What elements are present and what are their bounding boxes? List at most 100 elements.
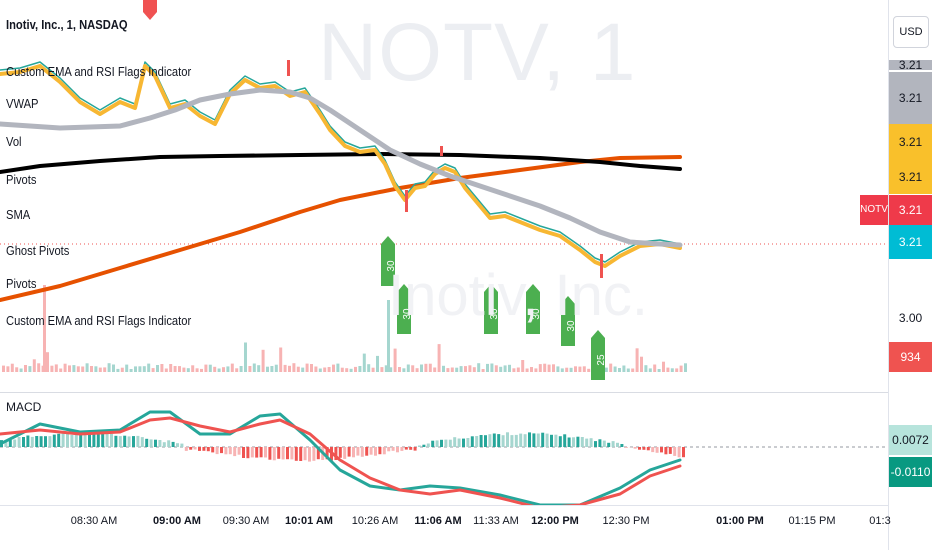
volume-bar — [416, 368, 419, 372]
volume-bar — [429, 364, 432, 372]
legend-pivots-2[interactable]: Pivots — [6, 276, 36, 291]
volume-bar — [662, 362, 665, 372]
volume-bar — [292, 363, 295, 372]
macd-histogram-bar — [119, 436, 122, 447]
volume-bar — [134, 366, 137, 372]
volume-bar — [543, 364, 546, 372]
macd-histogram-bar — [458, 439, 461, 448]
flag-label: 25 — [596, 354, 607, 366]
macd-histogram-bar — [537, 434, 540, 448]
macd-histogram-bar — [53, 435, 56, 447]
macd-histogram-bar — [167, 440, 170, 447]
macd-histogram-bar — [216, 447, 219, 454]
legend-custom-ema-rsi-2[interactable]: Custom EMA and RSI Flags Indicator — [6, 313, 191, 328]
volume-bar — [455, 368, 458, 372]
macd-histogram-bar — [154, 440, 157, 447]
volume-bar — [213, 367, 216, 372]
volume-bar — [442, 366, 445, 372]
currency-button[interactable]: USD — [893, 16, 929, 48]
legend-macd[interactable]: MACD — [6, 400, 41, 414]
volume-bar — [548, 365, 551, 372]
legend-pivots[interactable]: Pivots — [6, 172, 36, 187]
legend-custom-ema-rsi[interactable]: Custom EMA and RSI Flags Indicator — [6, 64, 191, 79]
macd-histogram-bar — [97, 434, 100, 447]
legend-vwap[interactable]: VWAP — [6, 96, 39, 111]
price-tag-partial: 3.21 — [889, 60, 932, 70]
macd-histogram-bar — [656, 447, 659, 453]
macd-histogram-bar — [682, 447, 685, 457]
volume-bar — [46, 352, 49, 372]
volume-bar — [363, 354, 366, 372]
macd-histogram-bar — [255, 447, 258, 458]
volume-bar — [618, 368, 621, 372]
macd-histogram-bar — [634, 447, 637, 449]
volume-bar — [394, 349, 397, 372]
macd-histogram-bar — [62, 433, 65, 447]
volume-bar — [90, 366, 93, 372]
price-level-300: 3.00 — [889, 308, 932, 328]
volume-bar — [376, 356, 379, 372]
macd-histogram-bar — [163, 442, 166, 447]
volume-bar — [248, 366, 251, 372]
volume-bar — [482, 369, 485, 372]
macd-histogram-bar — [673, 447, 676, 456]
volume-bar — [622, 366, 625, 373]
price-tag-ema-a: 3.21 — [889, 124, 932, 160]
macd-histogram-bar — [242, 447, 245, 458]
volume-bar — [235, 368, 238, 372]
volume-bar — [578, 367, 581, 372]
macd-histogram-bar — [664, 447, 667, 454]
macd-histogram-bar — [132, 436, 135, 447]
legend-vol[interactable]: Vol — [6, 134, 22, 149]
macd-histogram-bar — [607, 443, 610, 447]
macd-histogram-bar — [484, 435, 487, 447]
macd-histogram-bar — [502, 435, 505, 447]
macd-histogram-bar — [176, 443, 179, 447]
macd-histogram-bar — [638, 447, 641, 450]
volume-bar — [420, 365, 423, 373]
macd-histogram-bar — [620, 444, 623, 447]
macd-histogram-bar — [427, 444, 430, 448]
macd-histogram-bar — [343, 447, 346, 459]
volume-bar — [526, 369, 529, 373]
volume-bar — [240, 366, 243, 372]
macd-signal-tag: -0.0110 — [889, 457, 932, 487]
volume-bar — [468, 365, 471, 372]
macd-histogram-bar — [431, 441, 434, 447]
volume-bar — [587, 369, 590, 372]
macd-histogram-bar — [268, 447, 271, 460]
macd-value-tag: 0.0072 — [889, 425, 932, 455]
volume-bar — [345, 368, 348, 372]
pane-separator[interactable] — [0, 392, 888, 393]
macd-histogram-bar — [106, 434, 109, 447]
legend-sma[interactable]: SMA — [6, 207, 30, 222]
volume-bar — [341, 368, 344, 372]
legend-ghost-pivots[interactable]: Ghost Pivots — [6, 243, 69, 258]
volume-bar — [270, 366, 273, 372]
volume-bar — [28, 366, 31, 372]
macd-histogram-bar — [422, 445, 425, 447]
time-label: 10:26 AM — [352, 515, 398, 527]
volume-bar — [336, 364, 339, 372]
volume-bar — [636, 348, 639, 372]
time-label: 10:01 AM — [285, 515, 333, 527]
macd-histogram-bar — [554, 435, 557, 447]
macd-histogram-bar — [286, 447, 289, 459]
volume-bar — [649, 368, 652, 372]
macd-histogram-bar — [352, 447, 355, 457]
volume-bar — [534, 368, 537, 372]
time-label: 08:30 AM — [71, 515, 117, 527]
macd-histogram-bar — [528, 432, 531, 447]
volume-bar — [658, 369, 661, 372]
symbol-title[interactable]: Inotiv, Inc., 1, NASDAQ — [6, 17, 128, 32]
volume-bar — [64, 364, 67, 372]
volume-bar — [354, 367, 357, 372]
volume-bar — [666, 368, 669, 372]
macd-histogram-bar — [273, 447, 276, 460]
macd-histogram-bar — [506, 432, 509, 447]
volume-bar — [138, 366, 141, 372]
macd-histogram-bar — [123, 436, 126, 447]
volume-bar — [253, 364, 256, 373]
volume-bar — [257, 365, 260, 372]
time-axis[interactable] — [0, 505, 888, 551]
